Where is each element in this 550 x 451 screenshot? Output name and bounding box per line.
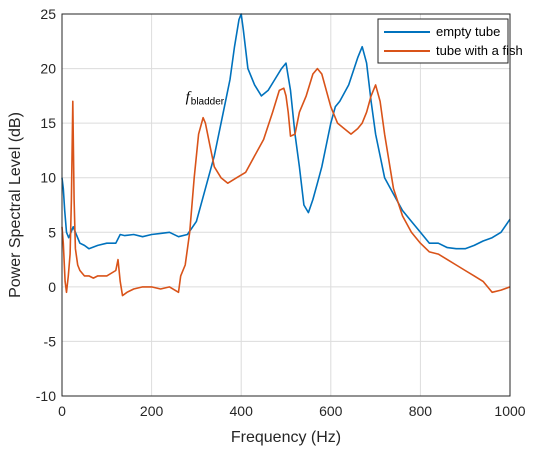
y-tick-label: 5 — [48, 224, 56, 240]
x-tick-label: 200 — [140, 403, 164, 419]
x-tick-label: 0 — [58, 403, 66, 419]
x-tick-label: 600 — [319, 403, 343, 419]
x-tick-label: 1000 — [494, 403, 525, 419]
plot-frame — [61, 13, 511, 397]
bladder-annotation: f bladder — [186, 89, 225, 107]
x-tick-label: 800 — [409, 403, 433, 419]
x-tick-label: 400 — [230, 403, 254, 419]
y-tick-label: -10 — [36, 388, 56, 404]
legend-label-empty-tube: empty tube — [436, 24, 500, 39]
y-tick-label: 10 — [40, 170, 56, 186]
legend-label-tube-with-fish: tube with a fish — [436, 43, 523, 58]
annotation-sub: bladder — [191, 96, 225, 107]
y-tick-label: 0 — [48, 279, 56, 295]
series-layer — [61, 13, 511, 297]
legend: empty tube tube with a fish — [377, 18, 523, 64]
y-axis: -10 -5 0 5 10 15 20 25 — [36, 6, 56, 404]
y-tick-label: 15 — [40, 115, 56, 131]
x-axis: 0 200 400 600 800 1000 — [58, 403, 526, 419]
series-line-tube-with-fish — [61, 67, 511, 297]
x-axis-label: Frequency (Hz) — [231, 429, 341, 446]
grid — [61, 13, 511, 397]
y-tick-label: -5 — [44, 333, 57, 349]
series-line-empty-tube — [61, 13, 511, 250]
annotation-main: f — [186, 89, 192, 105]
y-tick-label: 20 — [40, 61, 56, 77]
y-axis-label: Power Spectral Level (dB) — [7, 112, 24, 298]
legend-box — [377, 18, 509, 64]
y-tick-label: 25 — [40, 6, 56, 22]
